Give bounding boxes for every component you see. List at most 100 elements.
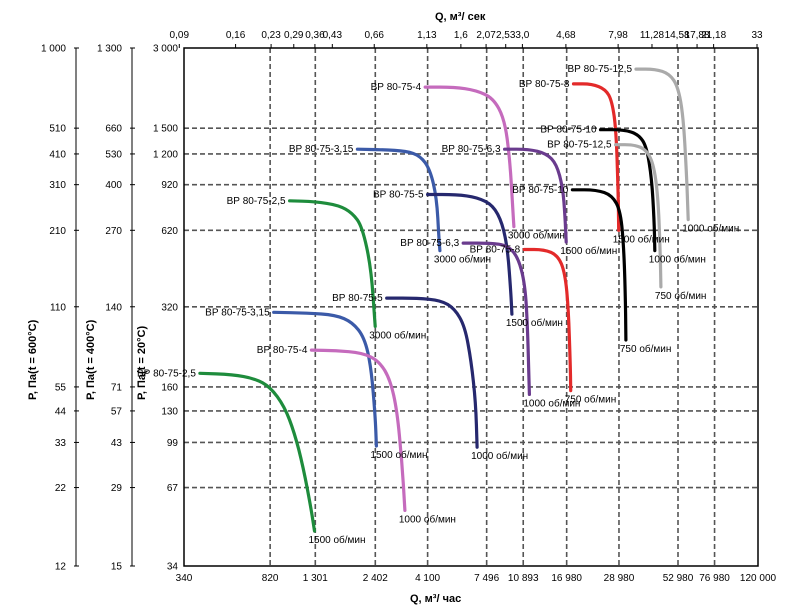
curve-label: ВР 80-75-3,15 xyxy=(205,307,270,318)
bottom-axis-title: Q, м³/ час xyxy=(410,593,461,605)
x-top-tick-label: 0,36 xyxy=(305,30,325,41)
y-tick-label: 1 200 xyxy=(153,149,178,160)
y-tick-label: 660 xyxy=(105,124,122,135)
y-axis-title-600c: P, Па(t = 600°C) xyxy=(27,319,39,400)
fan-curve xyxy=(522,247,573,393)
curve-label: ВР 80-75-6,3 xyxy=(442,144,501,155)
curve-label: 1500 об/мин xyxy=(560,245,617,257)
x-bottom-tick-label: 10 893 xyxy=(508,573,539,584)
x-top-tick-label: 7,98 xyxy=(608,30,628,41)
x-top-tick-label: 1,13 xyxy=(417,30,437,41)
fan-curve xyxy=(461,241,531,396)
curve-label: 3000 об/мин xyxy=(369,329,426,341)
curve-label: ВР 80-75-12,5 xyxy=(547,140,612,151)
curve-label: 1000 об/мин xyxy=(471,450,528,462)
axes: 340 820 1 301 2 402 4 100 7 496 10 893 16 980 28… xyxy=(41,30,777,584)
x-bottom-tick-label: 820 xyxy=(262,573,279,584)
y-tick-label: 44 xyxy=(55,406,67,417)
curve-label: ВР 80-75-3,15 xyxy=(289,144,354,155)
x-bottom-tick-label: 16 980 xyxy=(551,573,582,584)
x-bottom-tick-label: 4 100 xyxy=(415,573,440,584)
y-tick-label: 510 xyxy=(49,124,66,135)
curve-label: ВР 80-75-10 xyxy=(512,185,569,196)
curves xyxy=(198,67,690,533)
x-top-tick-label: 0,09 xyxy=(170,30,190,41)
y-tick-label: 71 xyxy=(111,382,123,393)
curve-label: ВР 80-75-2,5 xyxy=(227,196,286,207)
x-bottom-tick-label: 52 980 xyxy=(663,573,694,584)
y-tick-label: 1 300 xyxy=(97,44,122,55)
x-top-tick-label: 21,18 xyxy=(701,30,726,41)
y-tick-label: 43 xyxy=(111,438,123,449)
fan-curve xyxy=(634,67,690,222)
fan-curve xyxy=(426,192,514,316)
curve-label: 1500 об/мин xyxy=(308,534,365,546)
x-top-tick-label: 0,16 xyxy=(226,30,246,41)
x-bottom-tick-label: 2 402 xyxy=(363,573,388,584)
curve-label: 1000 об/мин xyxy=(682,223,739,235)
curve-label: ВР 80-75-6,3 xyxy=(400,238,459,249)
y-tick-label: 99 xyxy=(167,438,179,449)
x-top-tick-label: 0,43 xyxy=(323,30,343,41)
curve-label: 1500 об/мин xyxy=(506,317,563,329)
y-tick-label: 33 xyxy=(55,438,67,449)
curve-label: 750 об/мин xyxy=(620,343,672,355)
y-tick-label: 15 xyxy=(111,562,123,573)
fan-curve xyxy=(571,82,621,232)
x-bottom-tick-label: 120 000 xyxy=(740,573,777,584)
x-bottom-tick-label: 28 980 xyxy=(604,573,635,584)
fan-curve xyxy=(423,85,516,229)
y-tick-label: 140 xyxy=(105,302,122,313)
curve-label: 1000 об/мин xyxy=(649,254,706,266)
y-tick-label: 1 000 xyxy=(41,44,66,55)
y-tick-label: 270 xyxy=(105,226,122,237)
plot-frame xyxy=(183,47,759,567)
fan-curve xyxy=(385,296,479,449)
curve-label: 3000 об/мин xyxy=(434,254,491,266)
x-top-tick-label: 33 xyxy=(751,30,763,41)
curve-label: ВР 80-75-8 xyxy=(470,245,521,256)
y-tick-label: 57 xyxy=(111,406,123,417)
curve-label: ВР 80-75-2,5 xyxy=(137,368,196,379)
y-tick-label: 3 000 xyxy=(153,44,178,55)
y-tick-label: 67 xyxy=(167,483,179,494)
x-top-tick-label: 2,07 xyxy=(476,30,496,41)
curve-label: ВР 80-75-4 xyxy=(257,345,308,356)
x-top-tick-label: 0,23 xyxy=(261,30,281,41)
x-top-tick-label: 17,88 xyxy=(685,30,710,41)
y-tick-label: 34 xyxy=(167,562,179,573)
x-top-tick-label: 1,6 xyxy=(454,30,468,41)
x-bottom-tick-label: 340 xyxy=(176,573,193,584)
y-tick-label: 210 xyxy=(49,226,66,237)
curve-label: ВР 80-75-10 xyxy=(540,125,597,136)
y-tick-label: 160 xyxy=(161,382,178,393)
curve-label: ВР 80-75-5 xyxy=(332,293,383,304)
y-tick-label: 320 xyxy=(161,302,178,313)
fan-curve xyxy=(309,348,407,512)
x-top-tick-label: 4,68 xyxy=(556,30,576,41)
fan-curve xyxy=(198,371,317,533)
x-bottom-tick-label: 7 496 xyxy=(474,573,499,584)
y-tick-label: 110 xyxy=(50,302,66,313)
fan-curve xyxy=(355,147,442,253)
y-tick-label: 55 xyxy=(55,382,67,393)
fan-curve xyxy=(614,143,663,289)
curve-label: ВР 80-75-4 xyxy=(371,82,422,93)
curve-label: 750 об/мин xyxy=(655,290,707,302)
x-top-tick-label: 0,66 xyxy=(365,30,385,41)
y-tick-label: 400 xyxy=(105,180,122,191)
x-top-tick-label: 14,58 xyxy=(665,30,690,41)
y-tick-label: 29 xyxy=(111,483,123,494)
top-axis-title: Q, м³/ сек xyxy=(435,11,486,23)
curve-label: 750 об/мин xyxy=(565,394,617,406)
y-tick-label: 12 xyxy=(55,562,67,573)
y-tick-label: 22 xyxy=(55,483,67,494)
curve-label: ВР 80-75-5 xyxy=(373,190,424,201)
y-tick-label: 920 xyxy=(161,180,178,191)
curve-label: 1000 об/мин xyxy=(523,397,580,409)
curve-label: ВР 80-75-12,5 xyxy=(568,64,633,75)
x-top-tick-label: 0,29 xyxy=(284,30,304,41)
y-axis-title-400c: P, Па(t = 400°C) xyxy=(85,319,97,400)
fan-curve xyxy=(598,128,657,253)
